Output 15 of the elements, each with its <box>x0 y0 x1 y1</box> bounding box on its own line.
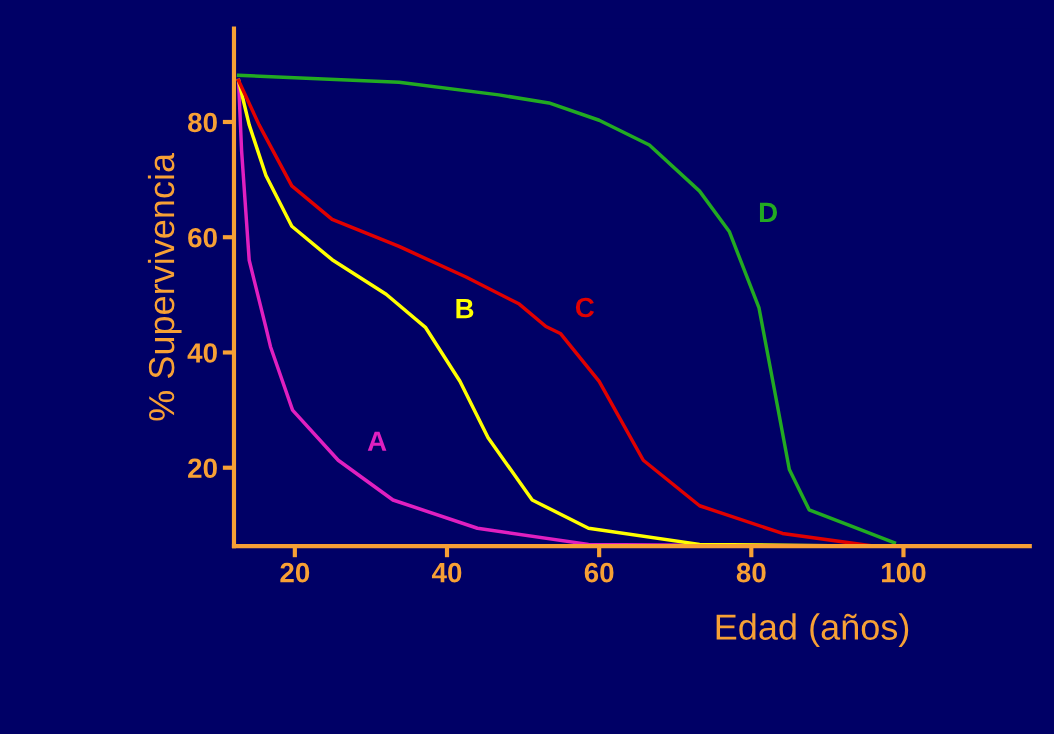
x-tick-label: 40 <box>431 562 462 583</box>
y-axis-title: % Supervivencia <box>147 152 182 421</box>
y-tick-label: 80 <box>188 112 217 133</box>
series-label: A <box>367 431 387 451</box>
y-tick-label: 40 <box>187 343 217 363</box>
y-tick-label: 20 <box>188 458 217 479</box>
y-tick-label: 60 <box>188 227 217 248</box>
series-label: C <box>575 297 595 318</box>
x-axis-title: Edad (años) <box>716 613 909 648</box>
x-tick-label: 80 <box>736 562 766 583</box>
x-tick-label: 60 <box>584 562 614 583</box>
x-tick-label: 100 <box>882 562 926 583</box>
x-tick-label: 20 <box>280 562 310 583</box>
series-label: D <box>759 202 777 222</box>
series-label: B <box>456 299 474 319</box>
